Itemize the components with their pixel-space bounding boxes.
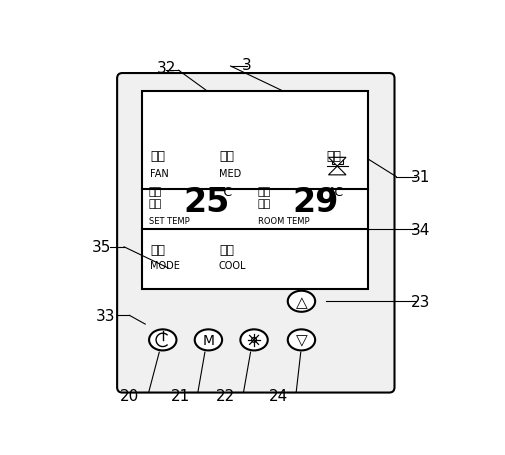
Text: 水阀: 水阀 — [325, 150, 340, 163]
Ellipse shape — [194, 329, 222, 351]
Text: 22: 22 — [216, 388, 235, 403]
Bar — [331, 157, 342, 165]
Text: 32: 32 — [156, 61, 176, 76]
Text: ▽: ▽ — [295, 333, 307, 348]
Text: 25: 25 — [183, 186, 230, 219]
Text: 35: 35 — [91, 240, 111, 255]
Text: 中速: 中速 — [219, 150, 233, 163]
Text: 3: 3 — [242, 58, 251, 73]
Text: °C: °C — [328, 186, 343, 198]
Text: 模式: 模式 — [150, 243, 165, 256]
Text: 温度: 温度 — [148, 198, 162, 208]
Text: 24: 24 — [269, 388, 288, 403]
Text: 29: 29 — [292, 186, 338, 219]
Ellipse shape — [149, 329, 176, 351]
Text: △: △ — [295, 294, 307, 309]
Text: MED: MED — [219, 169, 241, 179]
Text: 20: 20 — [120, 388, 139, 403]
Text: 31: 31 — [411, 170, 430, 185]
Text: SET TEMP: SET TEMP — [148, 217, 189, 226]
Text: 34: 34 — [411, 222, 430, 237]
Text: 21: 21 — [170, 388, 189, 403]
Text: 制冷: 制冷 — [219, 243, 233, 256]
Bar — [141, 91, 368, 289]
Text: 33: 33 — [95, 308, 115, 323]
Text: 室内: 室内 — [257, 186, 270, 196]
Text: FAN: FAN — [150, 169, 169, 179]
Text: °C: °C — [218, 186, 233, 198]
Ellipse shape — [240, 329, 267, 351]
Circle shape — [251, 338, 256, 343]
Ellipse shape — [287, 329, 315, 351]
Text: 温度: 温度 — [257, 198, 270, 208]
Text: 23: 23 — [411, 294, 430, 309]
FancyBboxPatch shape — [117, 74, 394, 393]
Text: COOL: COOL — [219, 261, 246, 271]
Polygon shape — [328, 167, 345, 176]
Text: MODE: MODE — [150, 261, 180, 271]
Polygon shape — [328, 158, 345, 167]
Text: 设定: 设定 — [148, 186, 162, 196]
Text: 风速: 风速 — [150, 150, 165, 163]
Text: M: M — [202, 333, 214, 347]
Ellipse shape — [287, 291, 315, 312]
Text: ROOM TEMP: ROOM TEMP — [257, 217, 309, 226]
